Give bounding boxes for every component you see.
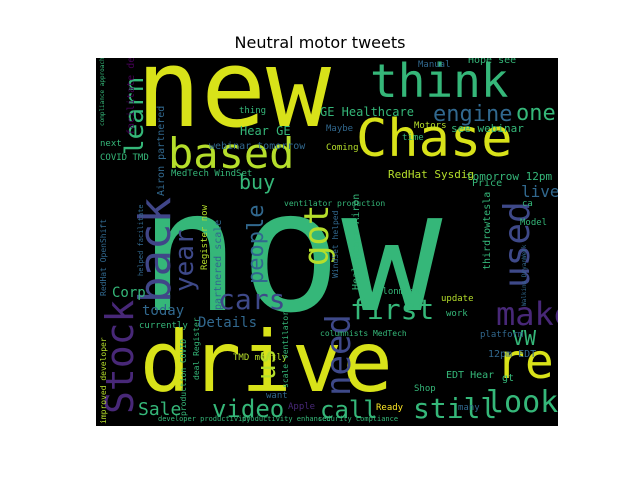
word-hope-see: Hope see xyxy=(468,58,517,66)
wordcloud-panel: now new drive back Chase think based Sto… xyxy=(96,58,558,426)
word-tomorrow-12pm: tomorrow 12pm xyxy=(466,170,553,183)
word-buy: buy xyxy=(239,170,276,194)
word-deal-register: deal Register xyxy=(192,317,201,380)
word-maybe: Maybe xyxy=(326,124,354,134)
word-medtech-windset: MedTech WindSet xyxy=(171,169,253,179)
word-compliance-approach: compliance approach xyxy=(99,58,106,126)
word-video: video xyxy=(212,395,285,423)
word-call: call xyxy=(320,396,378,424)
word-ge-healthcare: GE Healthcare xyxy=(320,105,414,119)
word-think: think xyxy=(370,58,509,108)
figure-title: Neutral motor tweets xyxy=(234,33,406,52)
word-next: next xyxy=(100,139,122,149)
word-many: many xyxy=(458,403,480,413)
word-production-covid: production COVID xyxy=(179,338,188,416)
word-elonmusk: elonmusk xyxy=(377,287,421,297)
word-corp: Corp xyxy=(112,285,146,301)
word-first: first xyxy=(350,293,435,326)
word-12pm-edt: 12pm EDT xyxy=(488,349,537,360)
word-vw: VW xyxy=(512,326,537,350)
word-facilitate-deal: facilitate deal xyxy=(126,58,137,135)
word-one: one xyxy=(516,101,556,126)
word-live: live xyxy=(521,182,558,201)
word-see-webinar: see webinar xyxy=(451,122,524,135)
word-shop: Shop xyxy=(414,384,436,394)
word-want: want xyxy=(266,391,288,401)
word-hear-ge: Hear GE xyxy=(240,124,291,138)
word-scale-ventilator: scale ventilator xyxy=(281,310,290,388)
word-today: today xyxy=(142,303,185,319)
word-now: now xyxy=(139,154,443,350)
word-redhat-sysdig: RedHat Sysdig xyxy=(388,168,475,181)
word-register-now: Register now xyxy=(200,204,210,270)
word-people: people xyxy=(244,204,269,284)
word-coming: Coming xyxy=(326,143,359,153)
word-thirdrowtesla: thirdrowtesla xyxy=(482,191,493,270)
word-thing: thing xyxy=(239,106,267,116)
word-chase: Chase xyxy=(356,109,513,169)
word-columnists-medtech: columnists MedTech xyxy=(320,329,407,338)
word-still: still xyxy=(413,392,498,425)
word-security-compliance: security compliance xyxy=(318,415,399,423)
word-walkins-dryanwerk: Walkins DryanWerk xyxy=(521,244,528,306)
word-edt-hear: EDT Hear xyxy=(446,370,495,381)
word-re: re xyxy=(496,334,554,390)
word-work: work xyxy=(446,309,468,319)
word-year: year xyxy=(170,229,200,292)
word-details: Details xyxy=(198,315,258,331)
word-healthcare-airon: Healthcare Airon xyxy=(351,193,362,290)
word-got: got xyxy=(297,204,337,266)
word-look: look xyxy=(486,385,558,420)
word-engine: engine xyxy=(433,102,513,127)
word-make: make xyxy=(496,295,558,333)
word-ca: ca xyxy=(522,199,533,209)
word-cars: cars xyxy=(218,283,286,316)
word-currently: currently xyxy=(139,321,188,331)
word-price: Price xyxy=(472,178,503,189)
word-windset-helped: WindSet helped xyxy=(331,210,340,278)
word-developer-productivity: developer productivity xyxy=(158,415,251,423)
word-productivity-enhanced: productivity enhanced xyxy=(242,415,331,423)
word-ventilator-production: ventilator production xyxy=(284,199,386,208)
word-drive: drive xyxy=(140,313,393,411)
word-based: based xyxy=(168,129,295,178)
word-partnered-scale: partnered scale xyxy=(213,219,224,310)
word-ready: Ready xyxy=(376,403,404,413)
word-airon-partnered: Airon partnered xyxy=(156,105,167,196)
word-apple: Apple xyxy=(288,402,316,412)
word-sale: Sale xyxy=(138,399,182,420)
word-redhat-openshift: RedHat OpenShift xyxy=(99,218,108,296)
word-update: update xyxy=(441,294,474,304)
word-time: time xyxy=(402,133,424,143)
word-platform: platform xyxy=(480,330,524,340)
word-model: Model xyxy=(520,218,548,228)
word-used: used xyxy=(497,201,538,288)
word-improved-developer: improved developer xyxy=(99,337,108,424)
word-webinar-tomorrow: webinar tomorrow xyxy=(209,141,306,152)
word-new: new xyxy=(136,58,332,152)
word-covid-tmd: COVID TMD xyxy=(100,153,149,163)
word-helped-facilitate: helped facilitate xyxy=(137,204,145,276)
word-motors: Motors xyxy=(414,121,447,131)
word-need: need xyxy=(319,314,359,396)
word-gt: gt xyxy=(502,373,515,384)
word-tmd-montly: TMD montly xyxy=(233,353,288,363)
word-manual: Manual xyxy=(418,60,451,70)
